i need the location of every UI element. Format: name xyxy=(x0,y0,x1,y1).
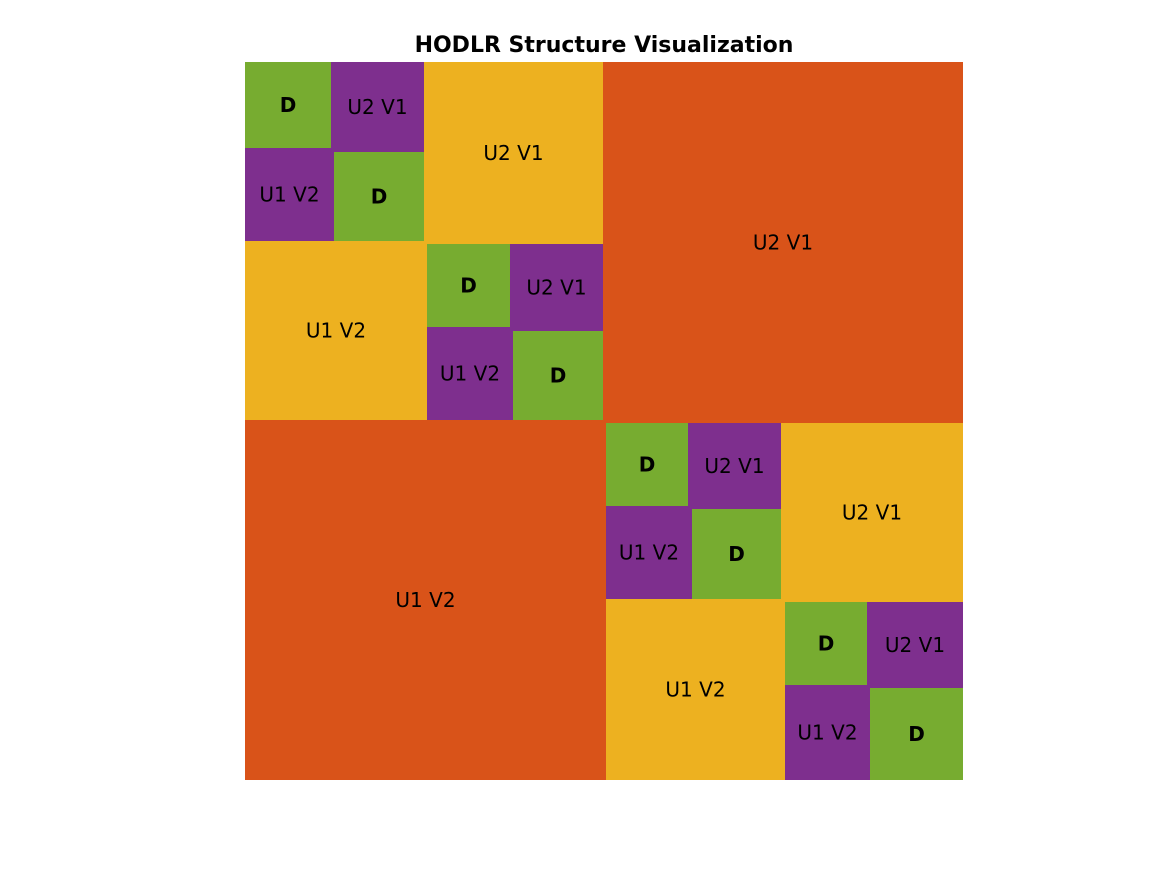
block-label-level3-lower-3: U1 V2 xyxy=(619,541,679,565)
block-rect-level2-upper-br xyxy=(781,423,963,602)
block-diag-7: D xyxy=(785,602,867,685)
block-rect-diag-4 xyxy=(513,331,603,420)
block-diag-5: D xyxy=(606,423,688,506)
block-label-diag-7: D xyxy=(818,632,835,656)
block-rect-level2-lower-tl xyxy=(245,241,427,420)
block-rect-diag-5 xyxy=(606,423,688,506)
block-rect-level2-upper-tl xyxy=(424,62,603,244)
block-rect-diag-7 xyxy=(785,602,867,685)
block-level3-lower-4: U1 V2 xyxy=(785,685,870,780)
block-rect-level3-lower-2 xyxy=(427,327,513,420)
block-label-level2-upper-tl: U2 V1 xyxy=(483,141,543,165)
block-label-level3-upper-4: U2 V1 xyxy=(885,633,945,657)
block-level3-upper-4: U2 V1 xyxy=(867,602,963,688)
block-level3-upper-1: U2 V1 xyxy=(331,62,424,152)
block-rect-diag-2 xyxy=(334,152,424,241)
block-label-diag-1: D xyxy=(280,93,297,117)
block-level3-lower-1: U1 V2 xyxy=(245,148,334,241)
block-label-level3-upper-2: U2 V1 xyxy=(526,276,586,300)
block-rect-level3-upper-1 xyxy=(331,62,424,152)
hodlr-matrix: U2 V1 U1 V2 U2 V1 U1 V2 U2 V1 U1 V2 U2 V1 U1 V2… xyxy=(245,62,963,780)
block-rect-level1-upper xyxy=(603,62,963,423)
block-rect-level3-lower-1 xyxy=(245,148,334,241)
block-label-level2-upper-br: U2 V1 xyxy=(842,501,902,525)
block-level3-upper-2: U2 V1 xyxy=(510,244,603,331)
block-level1-lower: U1 V2 xyxy=(245,420,606,780)
block-level2-upper-br: U2 V1 xyxy=(781,423,963,602)
block-label-level2-lower-tl: U1 V2 xyxy=(306,319,366,343)
block-label-diag-8: D xyxy=(908,722,925,746)
block-label-level3-upper-3: U2 V1 xyxy=(704,454,764,478)
block-rect-diag-3 xyxy=(427,244,510,327)
block-level2-upper-tl: U2 V1 xyxy=(424,62,603,244)
block-label-diag-6: D xyxy=(728,542,745,566)
block-label-level1-lower: U1 V2 xyxy=(395,588,455,612)
block-label-diag-4: D xyxy=(550,364,567,388)
block-level3-lower-2: U1 V2 xyxy=(427,327,513,420)
block-level3-lower-3: U1 V2 xyxy=(606,506,692,599)
block-label-level3-lower-1: U1 V2 xyxy=(259,183,319,207)
block-level3-upper-3: U2 V1 xyxy=(688,423,781,509)
block-label-level3-upper-1: U2 V1 xyxy=(347,95,407,119)
block-diag-1: D xyxy=(245,62,331,148)
block-rect-level1-lower xyxy=(245,420,606,780)
block-diag-4: D xyxy=(513,331,603,420)
figure-title: HODLR Structure Visualization xyxy=(415,33,794,58)
block-rect-level3-lower-4 xyxy=(785,685,870,780)
block-rect-level3-upper-2 xyxy=(510,244,603,331)
block-rect-level2-lower-br xyxy=(606,599,785,780)
block-level1-upper: U2 V1 xyxy=(603,62,963,423)
block-level2-lower-tl: U1 V2 xyxy=(245,241,427,420)
block-diag-2: D xyxy=(334,152,424,241)
block-rect-level3-upper-4 xyxy=(867,602,963,688)
block-diag-8: D xyxy=(870,688,963,780)
block-rect-level3-upper-3 xyxy=(688,423,781,509)
block-label-diag-3: D xyxy=(460,274,477,298)
block-diag-6: D xyxy=(692,509,781,599)
block-label-level2-lower-br: U1 V2 xyxy=(665,678,725,702)
block-level2-lower-br: U1 V2 xyxy=(606,599,785,780)
block-rect-level3-lower-3 xyxy=(606,506,692,599)
block-rect-diag-8 xyxy=(870,688,963,780)
block-label-level1-upper: U2 V1 xyxy=(753,231,813,255)
block-label-level3-lower-4: U1 V2 xyxy=(797,721,857,745)
block-rect-diag-6 xyxy=(692,509,781,599)
block-label-diag-2: D xyxy=(371,185,388,209)
block-diag-3: D xyxy=(427,244,510,327)
block-rect-diag-1 xyxy=(245,62,331,148)
block-label-diag-5: D xyxy=(639,453,656,477)
block-label-level3-lower-2: U1 V2 xyxy=(440,362,500,386)
